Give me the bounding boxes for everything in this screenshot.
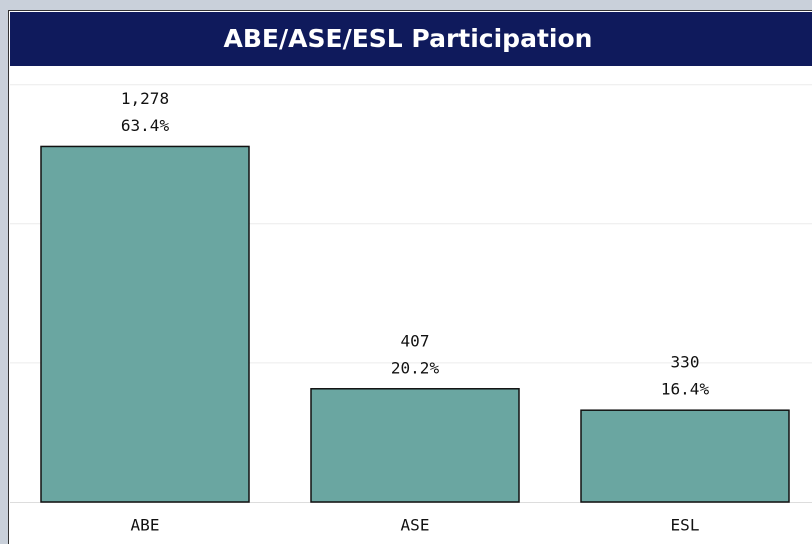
bar (580, 409, 790, 503)
bar (310, 388, 520, 503)
value-label: 407 (401, 331, 430, 350)
x-tick-label: ESL (671, 516, 700, 535)
value-label: 1,278 (121, 89, 169, 108)
chart-title: ABE/ASE/ESL Participation (224, 24, 593, 53)
window-frame (0, 0, 812, 10)
share-label: 20.2% (391, 358, 440, 377)
share-label: 63.4% (121, 116, 170, 135)
value-label: 330 (671, 353, 700, 372)
share-label: 16.4% (661, 380, 710, 399)
x-tick-label: ABE (131, 516, 160, 535)
bar (40, 145, 250, 503)
x-tick-label: ASE (401, 516, 430, 535)
title-bar (10, 12, 812, 66)
